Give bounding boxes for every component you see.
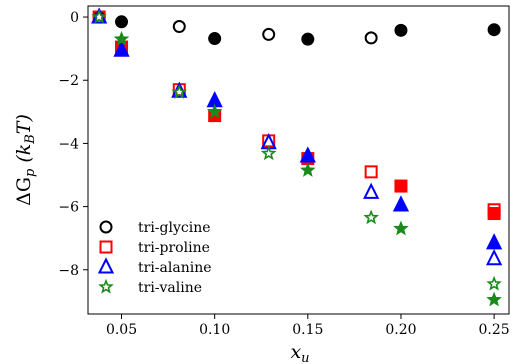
tri-valine-point [206,103,223,119]
legend-label-tri-glycine: tri-glycine [138,220,211,236]
tri-valine-point [486,291,502,307]
tri-alanine-point [485,248,503,266]
tri-glycine-point [115,15,129,29]
tri-proline-point [364,165,378,179]
legend-label-tri-valine: tri-valine [138,280,202,296]
legend-marker-tri-proline [99,240,113,254]
y-axis-label-subscript: p [23,168,38,177]
x-axis-label: xu [290,341,309,364]
x-tick-label: 0.25 [479,322,510,338]
series-tri-glycine [92,10,501,46]
legend-label-tri-proline: tri-proline [138,240,210,256]
tri-valine-point [300,162,316,177]
data-marks [91,7,503,307]
y-axis-label-unit-open: (k [13,144,35,163]
x-axis-label-subscript: u [301,351,309,364]
tri-glycine-point [301,32,315,46]
tri-alanine-point [91,7,108,24]
x-tick-label: 0.05 [106,322,137,338]
tri-valine-point [113,30,130,46]
y-tick-label: −4 [58,136,79,152]
tri-proline-point [487,207,501,221]
legend-marker-tri-valine [98,278,114,294]
y-tick-label: −8 [58,263,79,279]
y-axis-label-main: ΔG [13,177,35,206]
tri-glycine-point [208,32,222,46]
y-tick-label: −2 [58,73,79,89]
tri-alanine-point [485,233,503,250]
x-tick-label: 0.20 [385,322,416,338]
y-axis-label-unit-close: T) [13,114,35,134]
tri-glycine-point [364,31,378,45]
y-tick-label: 0 [70,10,79,26]
tri-alanine-point [299,146,316,163]
tri-valine-point [260,145,277,161]
tri-glycine-point [394,23,408,37]
x-axis-label-main: x [290,341,301,363]
x-tick-label: 0.15 [292,322,323,338]
y-axis-label: ΔGp (kBT) [13,114,38,206]
x-tick-label: 0.10 [199,322,230,338]
tri-glycine-point [262,27,276,41]
tri-alanine-point [392,195,410,212]
legend-marker-tri-alanine [97,257,115,274]
legend-marker-tri-glycine [99,220,113,234]
tri-glycine-point [172,20,186,34]
tri-valine-point [363,209,379,225]
y-tick-label: −6 [58,200,79,216]
tri-valine-point [486,275,502,291]
tri-proline-point [394,179,408,193]
y-axis-label-unit-subscript: B [23,134,38,145]
tri-valine-point [393,220,409,236]
tri-valine-point [171,84,188,99]
series-tri-valine [91,8,502,307]
series-tri-proline [92,10,501,221]
plot-frame [87,5,510,315]
tri-glycine-point [487,23,501,37]
axis-ticks: 0.05 0.10 0.15 0.20 0.25 0 −2 −4 −6 −8 [58,10,509,338]
tri-valine-point [91,8,107,24]
tri-alanine-point [113,40,130,57]
legend: tri-glycine tri-proline tri-alanine tri-val… [97,220,212,296]
legend-label-tri-alanine: tri-alanine [138,260,212,276]
tri-alanine-point [363,182,380,199]
